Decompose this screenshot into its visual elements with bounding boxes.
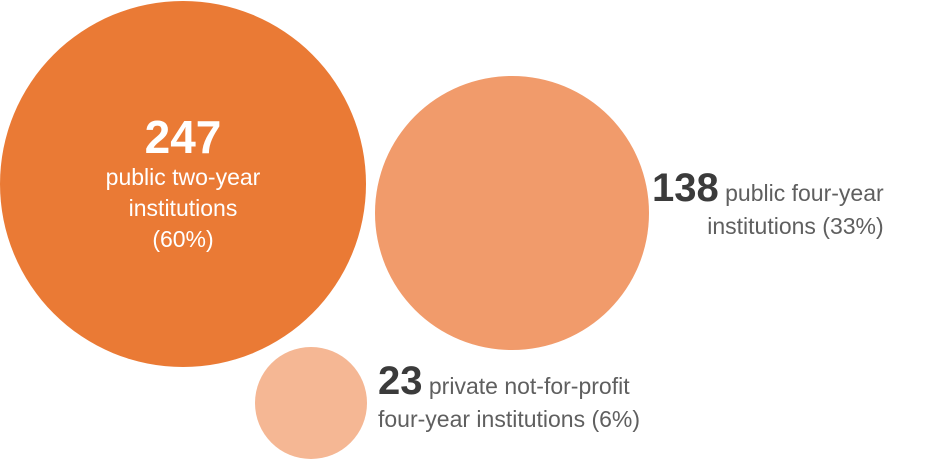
value-public-two-year: 247 bbox=[144, 111, 222, 163]
label-line: 138 public four-year bbox=[652, 168, 884, 210]
label-line: four-year institutions (6%) bbox=[378, 406, 641, 432]
value-public-four-year: 138 bbox=[652, 166, 719, 210]
label-private-four-year: 23 private not-for-profit four-year inst… bbox=[378, 361, 641, 436]
desc-line: public four-year bbox=[725, 180, 884, 206]
desc-line: public two-year bbox=[105, 164, 261, 190]
bubble-public-two-year bbox=[0, 1, 366, 367]
desc-line: institutions bbox=[128, 195, 238, 221]
label-public-four-year: 138 public four-year institutions (33%) bbox=[652, 168, 884, 243]
value-private-four-year: 23 bbox=[378, 359, 423, 403]
label-public-two-year: 247 public two-year institutions (60%) bbox=[0, 112, 366, 255]
bubble-private-four-year bbox=[255, 347, 367, 459]
desc-line: private not-for-profit bbox=[428, 373, 630, 399]
bubble-public-four-year bbox=[375, 76, 649, 350]
label-line: 23 private not-for-profit bbox=[378, 361, 640, 403]
label-line: institutions (33%) bbox=[707, 213, 884, 239]
desc-line: (60%) bbox=[152, 226, 214, 252]
